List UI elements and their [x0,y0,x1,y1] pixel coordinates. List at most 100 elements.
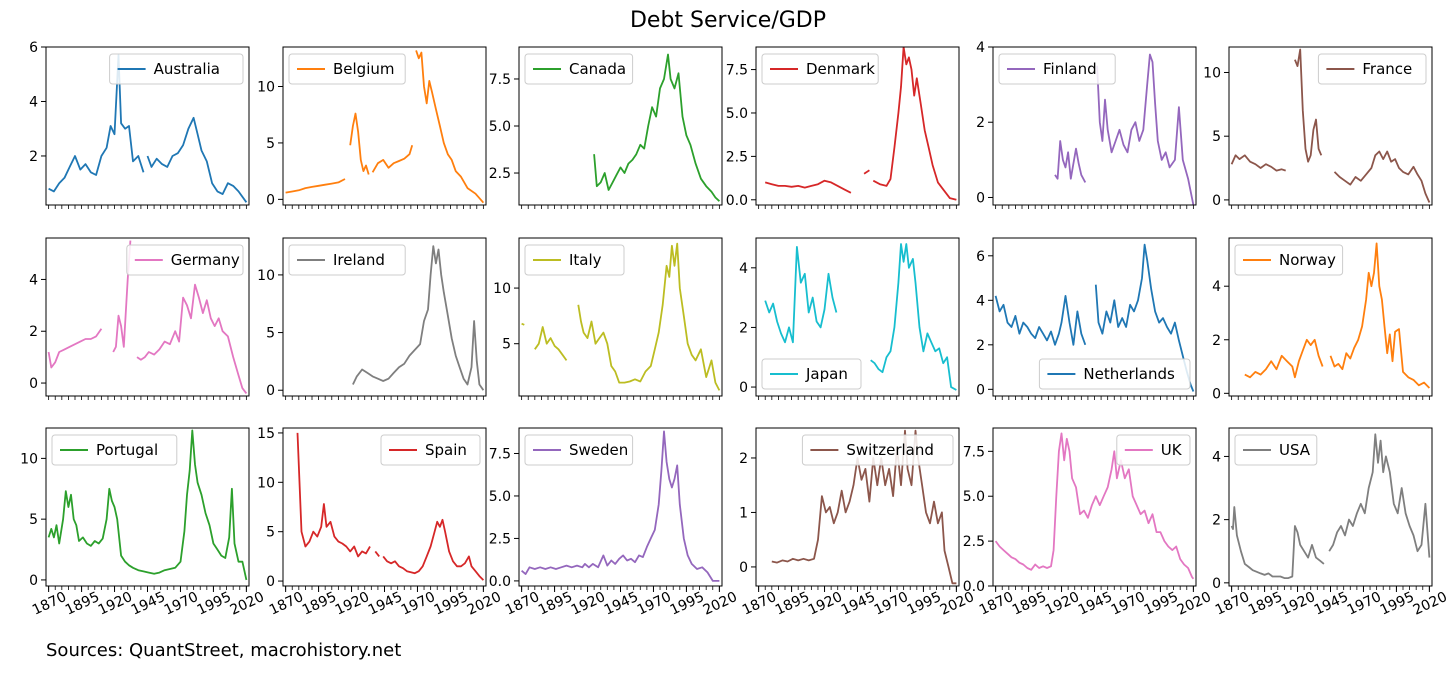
x-tick-label: 2020 [1175,589,1214,619]
panel-netherlands: 0 2 4 6 Netherlands [976,237,1197,400]
legend-label: Switzerland [846,441,934,459]
legend-label: Ireland [333,251,385,269]
series-line-spain [382,518,485,581]
y-tick-label: 2.5 [489,166,511,182]
legend-label: UK [1161,441,1183,459]
y-tick-label: 0 [739,380,748,396]
series-line-france [1333,150,1431,203]
legend-label: Germany [171,251,240,269]
y-tick-label: 2 [739,451,748,467]
panel-canada: 2.5 5.0 7.5 Canada [489,46,723,209]
legend-box [380,434,481,466]
series-line-uk [994,432,1195,580]
legend-label: Finland [1043,60,1097,78]
legend-label: Italy [569,251,602,269]
axes-frame [1228,237,1433,397]
y-tick-label: 10 [20,451,38,467]
legend-uk: UK [1116,434,1191,466]
legend-box [1116,434,1191,466]
y-tick-label: 5 [29,512,38,528]
y-tick-label: 10 [493,281,511,297]
y-tick-label: 5 [266,525,275,541]
legend-label: Norway [1279,251,1336,269]
y-tick-label: 0.0 [726,193,748,209]
legend-box [288,244,406,276]
axes-frame [45,237,250,397]
series-line-spain [296,432,371,558]
y-tick-label: 10 [1203,65,1221,81]
series-line-finland [1054,140,1087,183]
series-line-canada [593,53,721,202]
legend-box [524,53,634,85]
legend-japan: Japan [761,358,862,390]
series-line-germany [47,328,103,369]
legend-box [524,244,625,276]
series-line-belgium [371,144,414,173]
series-line-belgium [415,50,485,204]
legend-norway: Norway [1234,244,1344,276]
panel-uk: 0.02.55.07.51870189519201945197019952020… [963,427,1214,619]
axes-frame [755,237,960,397]
y-tick-label: 2 [29,324,38,340]
y-tick-label: 0 [976,190,985,206]
legend-switzerland: Switzerland [801,434,954,466]
y-tick-label: 6 [976,249,985,265]
panel-finland: 0 2 4 Finland [976,40,1197,209]
y-tick-label: 2 [976,338,985,354]
legend-netherlands: Netherlands [1038,358,1191,390]
series-line-spain [374,550,380,557]
y-tick-label: 0 [29,573,38,589]
legend-finland: Finland [998,53,1116,85]
y-tick-label: 2.5 [489,531,511,547]
y-tick-label: 4 [1212,449,1221,465]
legend-box [761,358,862,390]
y-tick-label: 5 [266,136,275,152]
y-tick-label: 5.0 [489,489,511,505]
source-note: Sources: QuantStreet, macrohistory.net [46,640,402,661]
legend-box [51,434,178,466]
y-tick-label: 0.0 [963,579,985,595]
y-tick-label: 0.0 [489,574,511,590]
series-line-australia [146,116,248,203]
series-line-denmark [863,169,870,175]
series-line-belgium [349,112,370,175]
legend-box [126,244,244,276]
legend-portugal: Portugal [51,434,178,466]
axes-frame [282,427,487,587]
axes-frame [45,427,250,587]
legend-label: Japan [805,365,848,383]
series-line-italy [521,322,525,326]
series-line-switzerland [771,429,957,585]
legend-box [1317,53,1427,85]
series-line-france [1294,48,1323,163]
y-tick-label: 2 [1212,333,1221,349]
y-tick-label: 10 [257,80,275,96]
series-line-germany [136,283,248,394]
legend-box [998,53,1116,85]
series-line-japan [870,243,957,391]
panel-japan: 0 2 4 Japan [739,237,960,400]
y-tick-label: 2.5 [963,534,985,550]
x-tick-label: 2020 [465,589,504,619]
legend-box [801,434,954,466]
legend-box [1038,358,1191,390]
legend-label: Denmark [806,60,875,78]
legend-label: France [1362,60,1412,78]
y-tick-label: 0 [976,382,985,398]
axes-frame [1228,427,1433,587]
panel-denmark: 0.0 2.5 5.0 7.5 Denmark [726,46,960,209]
y-tick-label: 4 [739,261,748,277]
axes-frame [518,46,723,206]
y-tick-label: 2 [29,149,38,165]
y-tick-label: 2 [976,115,985,131]
legend-box [524,434,634,466]
legend-label: Australia [154,60,220,78]
legend-spain: Spain [380,434,481,466]
axes-frame [282,46,487,206]
panel-australia: 2 4 6 Australia [29,40,250,209]
series-line-usa [1328,433,1431,558]
y-tick-label: 6 [29,40,38,56]
